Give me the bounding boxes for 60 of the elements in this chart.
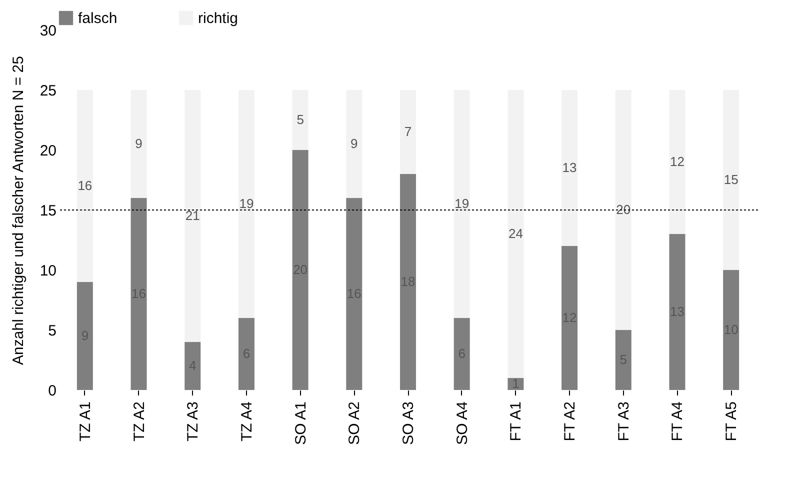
- bar: [454, 90, 470, 318]
- bar: [723, 90, 740, 270]
- bar: [400, 174, 416, 390]
- bar: [238, 90, 254, 318]
- x-tick-label: FT A2: [562, 402, 579, 442]
- data-label: 16: [78, 178, 92, 193]
- bar: [615, 90, 632, 330]
- y-axis-title: Anzahl richtiger und falscher Antworten N = 25: [10, 56, 27, 365]
- bar: [562, 90, 578, 246]
- x-tick-label: SO A2: [346, 402, 364, 445]
- x-tick-label: FT A5: [723, 402, 740, 442]
- bar: [508, 90, 524, 378]
- x-tick-label: SO A4: [454, 402, 471, 445]
- bar: [400, 90, 416, 174]
- data-label: 19: [454, 196, 470, 211]
- x-tick-label: FT A4: [669, 402, 686, 442]
- bar: [346, 198, 362, 390]
- bar: [292, 90, 308, 150]
- data-label: 5: [296, 112, 304, 127]
- bar: [615, 330, 632, 390]
- y-tick-label: 0: [48, 382, 56, 400]
- bar: [130, 198, 147, 390]
- bar: [562, 246, 578, 390]
- x-tick-label: FT A1: [508, 402, 525, 442]
- x-tick-label: TZ A1: [76, 402, 94, 442]
- bar: [292, 150, 308, 390]
- data-label: 12: [670, 154, 684, 169]
- data-label: 13: [562, 160, 577, 175]
- data-label: 7: [404, 124, 412, 139]
- x-tick-label: TZ A3: [184, 402, 202, 442]
- x-tick-label: FT A3: [615, 402, 632, 442]
- y-tick-label: 10: [40, 262, 56, 280]
- data-label: 15: [724, 172, 738, 187]
- bar: [130, 90, 147, 198]
- data-label: 9: [135, 136, 142, 151]
- data-label: 21: [185, 208, 200, 223]
- bar: [76, 90, 93, 282]
- bar: [238, 318, 254, 390]
- y-tick-label: 5: [48, 322, 56, 340]
- bar: [346, 90, 362, 198]
- x-tick-label: SO A3: [400, 402, 417, 445]
- y-tick-label: 25: [40, 82, 56, 100]
- bar: [723, 270, 740, 390]
- bar: [76, 282, 93, 390]
- x-tick-label: SO A1: [292, 402, 310, 445]
- data-label: 9: [350, 136, 358, 151]
- legend-label: richtig: [198, 10, 238, 27]
- data-label: 24: [508, 226, 523, 241]
- y-tick-label: 15: [40, 202, 56, 220]
- y-tick-label: 30: [40, 22, 56, 40]
- bar: [454, 318, 470, 390]
- x-tick-label: TZ A4: [238, 402, 256, 442]
- bar: [184, 342, 201, 390]
- bar: [669, 234, 686, 390]
- x-tick-label: TZ A2: [130, 402, 148, 442]
- data-label: 19: [239, 196, 254, 211]
- bar: [184, 90, 201, 342]
- y-tick-label: 20: [40, 142, 56, 160]
- legend-label: falsch: [78, 10, 118, 27]
- bar: [669, 90, 686, 234]
